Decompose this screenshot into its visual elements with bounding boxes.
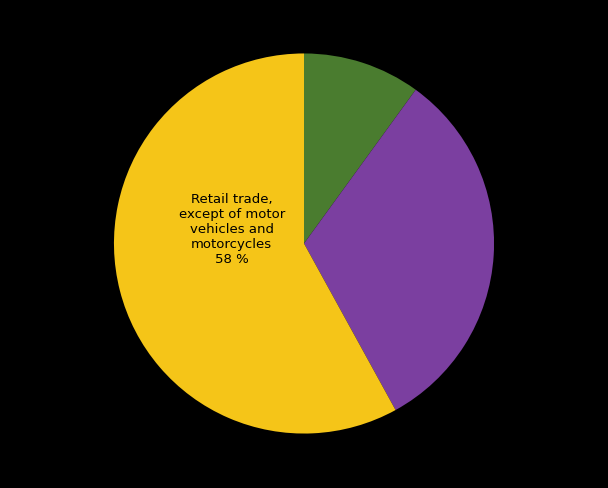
Text: Retail trade,
except of motor
vehicles and
motorcycles
58 %: Retail trade, except of motor vehicles a… [179, 192, 285, 265]
Wedge shape [304, 91, 494, 410]
Wedge shape [114, 54, 396, 434]
Wedge shape [304, 54, 416, 244]
